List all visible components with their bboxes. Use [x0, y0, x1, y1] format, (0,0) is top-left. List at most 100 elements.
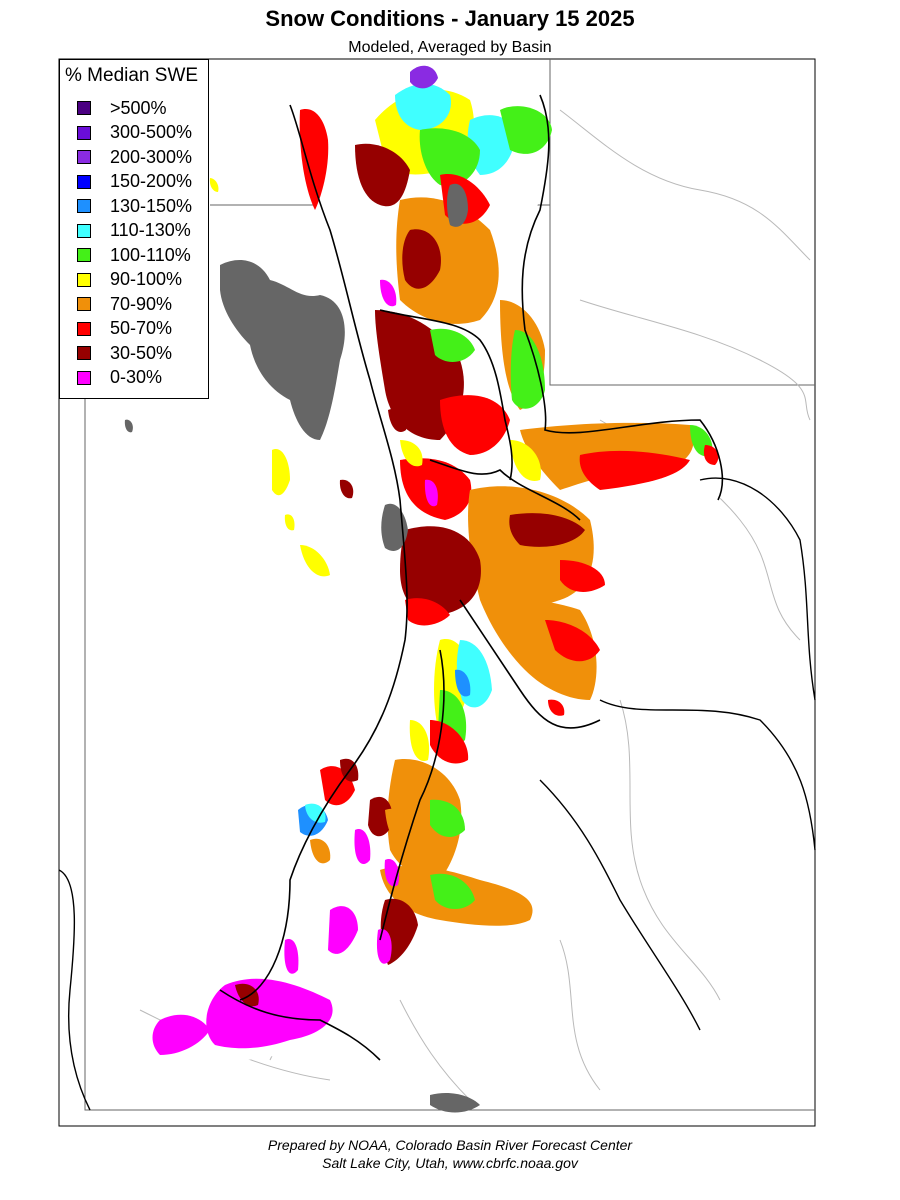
legend-title: % Median SWE: [65, 65, 199, 86]
basin-boundary-east: [521, 94, 724, 501]
legend-label: 150-200%: [110, 171, 193, 191]
snow-region: [209, 178, 219, 192]
legend-item: 110-130%: [77, 220, 191, 242]
snow-region: [387, 759, 462, 880]
snow-region: [388, 408, 407, 432]
snow-region: [430, 328, 475, 362]
snow-region: [152, 1014, 210, 1055]
legend-swatch: [77, 174, 91, 189]
snow-regions: [152, 65, 719, 1055]
snow-region: [410, 65, 438, 89]
legend-item: 200-300%: [77, 146, 192, 168]
snow-region: [419, 128, 480, 186]
legend-label: 50-70%: [110, 318, 173, 338]
legend-item: 70-90%: [77, 293, 172, 315]
basin-boundary-south: [219, 989, 381, 1061]
snow-region: [368, 796, 393, 837]
legend-swatch: [77, 199, 91, 213]
snow-region: [703, 445, 719, 465]
snow-region: [380, 279, 397, 307]
legend-label: 300-500%: [110, 122, 193, 142]
basin-boundary-west: [239, 104, 408, 1001]
snow-region: [405, 598, 450, 626]
snow-region: [467, 115, 515, 175]
legend-label: 110-130%: [110, 220, 191, 240]
lakes: [124, 183, 480, 1113]
snow-region: [579, 450, 690, 490]
snow-region: [235, 983, 259, 1007]
snow-region: [402, 229, 441, 289]
snow-region: [300, 545, 330, 577]
snow-region: [354, 829, 371, 865]
snow-region: [500, 106, 552, 154]
snow-region: [430, 799, 465, 837]
map-title: Snow Conditions - January 15 2025: [265, 6, 635, 31]
snow-region: [284, 939, 299, 974]
snow-region: [509, 513, 585, 547]
river: [619, 699, 721, 1001]
legend-swatch: [77, 321, 91, 336]
legend-item: 100-110%: [77, 244, 191, 266]
legend-item: 300-500%: [77, 122, 192, 144]
legend-item: 90-100%: [77, 269, 182, 291]
basin-boundary-inner-1: [379, 309, 513, 481]
river: [559, 109, 811, 261]
snow-region: [480, 598, 597, 700]
snow-region: [396, 197, 499, 324]
snow-region: [545, 620, 600, 662]
snow-region: [548, 699, 565, 716]
basin-boundaries: [219, 94, 724, 1061]
footer-url: Salt Lake City, Utah, www.cbrfc.noaa.gov: [322, 1155, 578, 1171]
footer-credit: Prepared by NOAA, Colorado Basin River F…: [267, 1137, 633, 1153]
legend-item: 150-200%: [77, 171, 192, 193]
snow-region: [560, 560, 605, 592]
legend-item: 130-150%: [77, 195, 192, 217]
lake: [447, 183, 468, 227]
snow-region: [510, 330, 545, 409]
region-boundary: [58, 869, 91, 1111]
snow-region: [400, 440, 423, 467]
basin-boundary-inner-2: [429, 459, 581, 521]
lake: [124, 419, 133, 433]
snow-region: [424, 479, 438, 507]
snow-region: [430, 720, 469, 764]
legend-label: 100-110%: [110, 244, 191, 265]
legend-label: 130-150%: [110, 195, 193, 216]
basin-boundary-inner-3: [459, 599, 601, 729]
snow-region: [310, 838, 331, 864]
legend-label: 90-100%: [110, 269, 183, 289]
map-legend: % Median SWE >500% 300-500% 200-300% 150-20…: [59, 59, 209, 399]
legend-swatch: [77, 297, 91, 311]
legend-swatch: [77, 370, 91, 385]
snow-region: [339, 479, 354, 499]
region-boundary: [699, 477, 816, 701]
map-subtitle: Modeled, Averaged by Basin: [348, 39, 552, 56]
snow-region: [284, 514, 295, 531]
river: [579, 299, 811, 421]
snow-region: [328, 906, 358, 954]
legend-swatch: [77, 150, 91, 164]
legend-swatch: [77, 248, 91, 262]
snow-region: [395, 83, 451, 130]
lake: [430, 1093, 480, 1113]
legend-swatch: [77, 101, 91, 115]
legend-swatch: [77, 272, 91, 287]
legend-item: 0-30%: [77, 367, 162, 389]
snow-region: [455, 669, 471, 697]
legend-label: 0-30%: [110, 367, 163, 387]
legend-label: 30-50%: [110, 342, 173, 363]
state-line-south: [84, 395, 815, 1111]
lake: [220, 260, 345, 440]
legend-item: >500%: [77, 97, 167, 119]
legend-item: 30-50%: [77, 342, 172, 364]
snow-region: [430, 873, 475, 909]
region-boundary: [599, 699, 816, 851]
snow-region: [305, 803, 326, 823]
river: [399, 999, 471, 1101]
snow-region: [385, 808, 406, 840]
basin-boundary-inner-4: [379, 649, 445, 941]
snow-region: [409, 720, 430, 762]
regional-boundaries: [58, 477, 816, 1111]
legend-item: 50-70%: [77, 318, 172, 340]
